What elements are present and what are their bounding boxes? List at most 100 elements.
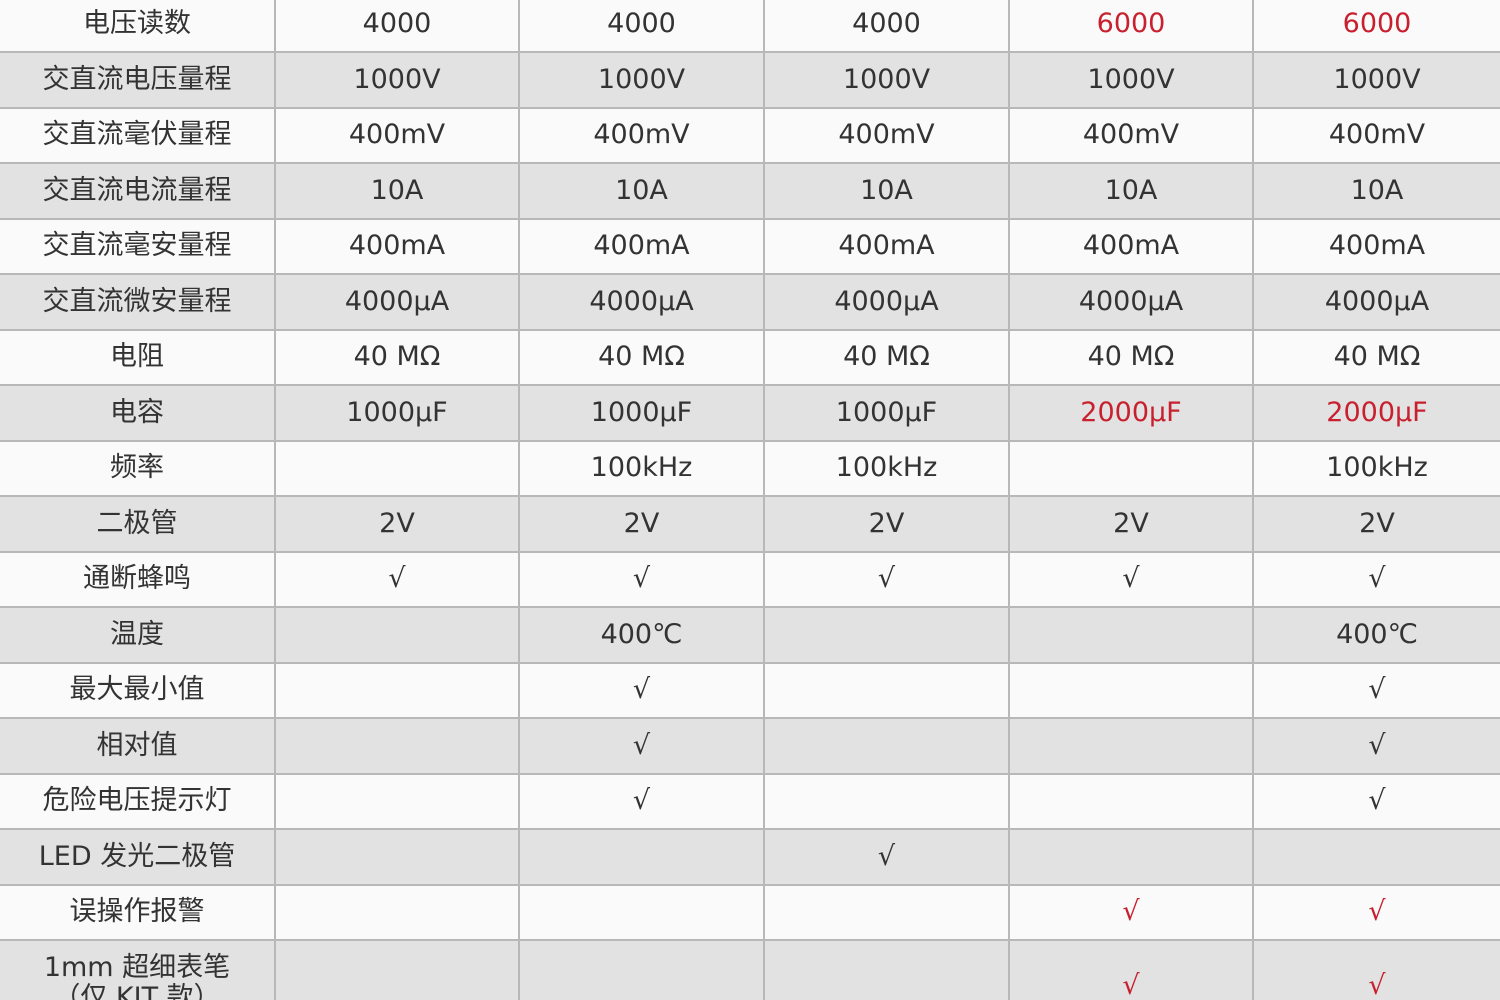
table-row: 通断蜂鸣 √ √ √ √ √ — [0, 552, 1500, 608]
table-cell — [276, 774, 520, 828]
table-cell: √ — [1368, 674, 1386, 706]
table-cell: √ — [276, 552, 520, 606]
table-cell: √ — [1368, 970, 1386, 1000]
table-cell: √ — [520, 552, 765, 606]
table-cell: 100kHz — [765, 441, 1010, 495]
table-cell — [1010, 663, 1254, 717]
table-cell — [276, 663, 520, 717]
row-label: 电压读数 — [0, 0, 276, 51]
row-label: 1mm 超细表笔 （仅 KIT 款） — [0, 941, 276, 1000]
row-label: 通断蜂鸣 — [0, 552, 276, 606]
table-row: 最大最小值 √ √ — [0, 663, 1500, 719]
table-cell: 1000μF — [276, 386, 520, 440]
table-row: 交直流电压量程 1000V 1000V 1000V 1000V 1000V — [0, 53, 1500, 109]
table-cell: 400mV — [1328, 119, 1426, 151]
table-cell: 10A — [520, 164, 765, 218]
table-cell: 2V — [1010, 497, 1254, 551]
row-label: 交直流电流量程 — [0, 164, 276, 218]
table-cell: 1000V — [1010, 53, 1254, 107]
table-row: 交直流微安量程 4000μA 4000μA 4000μA 4000μA 4000μA — [0, 275, 1500, 331]
table-cell — [276, 719, 520, 773]
table-cell: 4000μA — [765, 275, 1010, 329]
table-cell — [1010, 441, 1254, 495]
table-cell: 2V — [520, 497, 765, 551]
row-label: 频率 — [0, 441, 276, 495]
table-cell: 400mV — [520, 108, 765, 162]
row-label: 电容 — [0, 386, 276, 440]
row-label: 温度 — [0, 608, 276, 662]
table-cell: √ — [765, 552, 1010, 606]
table-cell: 4000μA — [520, 275, 765, 329]
table-cell: 40 MΩ — [520, 330, 765, 384]
table-cell: √ — [520, 719, 765, 773]
table-cell: 40 MΩ — [765, 330, 1010, 384]
table-cell: 10A — [1010, 164, 1254, 218]
table-cell: 400℃ — [1336, 618, 1418, 650]
table-cell: 400mA — [1010, 219, 1254, 273]
table-cell: 1000V — [520, 53, 765, 107]
table-cell: 4000 — [276, 0, 520, 51]
table-row: 电压读数 4000 4000 4000 6000 6000 — [0, 0, 1500, 53]
table-cell: 4000μA — [1324, 285, 1430, 317]
row-label: 最大最小值 — [0, 663, 276, 717]
table-cell: 400℃ — [520, 608, 765, 662]
table-cell: 2000μF — [1010, 386, 1254, 440]
table-row: 电阻 40 MΩ 40 MΩ 40 MΩ 40 MΩ 40 MΩ — [0, 330, 1500, 386]
table-cell — [276, 941, 520, 1000]
table-cell: 100kHz — [520, 441, 765, 495]
table-cell: 1000V — [276, 53, 520, 107]
table-row: 相对值 √ √ — [0, 719, 1500, 775]
table-cell: 6000 — [1342, 8, 1412, 40]
table-row: 误操作报警 √ √ — [0, 885, 1500, 941]
table-cell: 2000μF — [1326, 396, 1428, 428]
table-row: 交直流毫伏量程 400mV 400mV 400mV 400mV 400mV — [0, 108, 1500, 164]
table-cell: 100kHz — [1326, 452, 1428, 484]
table-cell: 1000μF — [520, 386, 765, 440]
table-cell — [520, 830, 765, 884]
table-row: 电容 1000μF 1000μF 1000μF 2000μF 2000μF — [0, 386, 1500, 442]
table-cell — [765, 608, 1010, 662]
table-cell — [765, 719, 1010, 773]
row-label: 误操作报警 — [0, 885, 276, 939]
table-cell: 1000μF — [765, 386, 1010, 440]
table-cell: √ — [520, 774, 765, 828]
row-label: LED 发光二极管 — [0, 830, 276, 884]
row-label: 二极管 — [0, 497, 276, 551]
table-cell: √ — [520, 663, 765, 717]
table-cell: 400mV — [276, 108, 520, 162]
table-cell: 4000μA — [276, 275, 520, 329]
table-cell: 2V — [1359, 507, 1395, 539]
table-cell — [276, 608, 520, 662]
table-cell — [765, 941, 1010, 1000]
table-cell: 400mA — [765, 219, 1010, 273]
table-cell: 400mA — [1328, 230, 1426, 262]
row-label: 危险电压提示灯 — [0, 774, 276, 828]
table-cell: 1000V — [765, 53, 1010, 107]
table-row: LED 发光二极管 √ — [0, 830, 1500, 886]
table-cell — [1010, 608, 1254, 662]
table-row: 交直流电流量程 10A 10A 10A 10A 10A — [0, 164, 1500, 220]
table-cell: √ — [1368, 729, 1386, 761]
table-cell: 2V — [276, 497, 520, 551]
table-cell — [1254, 830, 1500, 884]
table-cell: √ — [1010, 941, 1254, 1000]
table-cell: 10A — [1350, 174, 1404, 206]
row-label: 交直流毫伏量程 — [0, 108, 276, 162]
table-cell — [765, 885, 1010, 939]
row-label: 相对值 — [0, 719, 276, 773]
table-cell: 400mA — [520, 219, 765, 273]
table-cell: 10A — [276, 164, 520, 218]
table-cell: 40 MΩ — [276, 330, 520, 384]
table-cell: 6000 — [1010, 0, 1254, 51]
table-cell — [1010, 719, 1254, 773]
row-label: 交直流电压量程 — [0, 53, 276, 107]
table-cell — [520, 885, 765, 939]
table-cell — [765, 774, 1010, 828]
table-row: 二极管 2V 2V 2V 2V 2V — [0, 497, 1500, 553]
table-cell — [276, 830, 520, 884]
table-cell — [276, 441, 520, 495]
table-cell — [520, 941, 765, 1000]
table-cell: 400mA — [276, 219, 520, 273]
table-cell: 2V — [765, 497, 1010, 551]
